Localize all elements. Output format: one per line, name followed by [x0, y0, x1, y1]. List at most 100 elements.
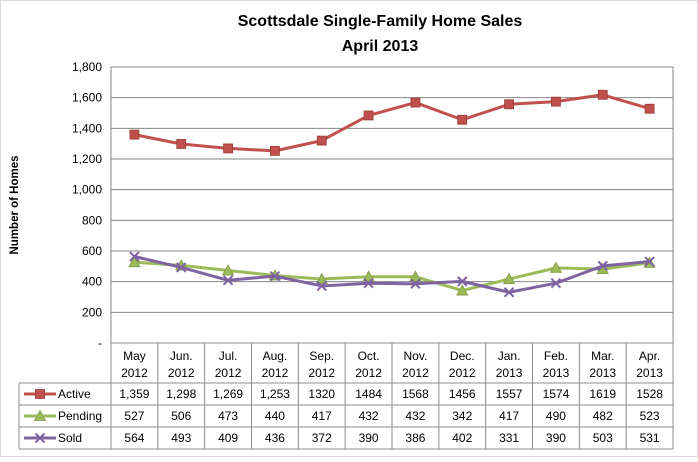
x-tick-label-year: 2012 [402, 366, 429, 380]
pending-table-value: 417 [312, 409, 332, 423]
sold-data-point-stroke [176, 262, 187, 273]
sold-table-value: 390 [546, 431, 566, 445]
sold-series-line [134, 255, 650, 294]
pending-legend-marker [33, 409, 47, 421]
pending-table-value: 490 [546, 409, 566, 423]
active-table-value: 1557 [496, 387, 523, 401]
sold-table-value: 564 [124, 431, 144, 445]
sold-data-point-stroke [597, 260, 608, 272]
y-tick-label: 200 [82, 305, 102, 319]
sold-series-name: Sold [58, 431, 82, 445]
sold-legend-marker [34, 432, 46, 444]
x-tick-label-month: Mar. [591, 349, 614, 363]
x-tick-label-month: Nov. [404, 349, 428, 363]
sold-data-point [316, 280, 327, 292]
x-tick-label-month: Apr. [639, 349, 660, 363]
pending-table-value: 506 [171, 409, 191, 423]
y-axis: - 200 400 600 800 1,000 1,200 1,400 1,600 1,800 [72, 60, 674, 350]
x-tick-label-month: May [123, 349, 146, 363]
y-tick-label: 400 [82, 275, 102, 289]
active-data-point [644, 103, 655, 114]
sold-data-point [410, 278, 421, 290]
active-table-value: 1320 [308, 387, 335, 401]
active-data-point [363, 110, 374, 121]
y-tick-label: 800 [82, 213, 102, 227]
pending-table-value: 482 [593, 409, 613, 423]
pending-data-point [502, 272, 516, 284]
active-data-point [176, 139, 187, 149]
pending-data-point [315, 272, 328, 284]
sold-data-point [597, 260, 608, 272]
x-tick-label-month: Dec. [450, 349, 475, 363]
active-series-line [134, 93, 651, 153]
sold-table-value: 390 [359, 431, 379, 445]
active-table-value: 1,253 [260, 387, 290, 401]
chart-title: Scottsdale Single-Family Home Sales [238, 13, 523, 30]
y-tick-label: 1,600 [72, 91, 102, 105]
pending-data-point [409, 270, 422, 282]
x-tick-label-year: 2012 [355, 366, 382, 380]
active-table-value: 1456 [449, 387, 476, 401]
sold-data-point [644, 256, 655, 267]
sold-table-value: 409 [218, 431, 238, 445]
sold-data-point-stroke [550, 277, 562, 289]
series-lines [128, 89, 656, 298]
pending-series-line [134, 260, 650, 293]
sold-data-point-stroke [457, 276, 468, 287]
sold-data-point-stroke [129, 251, 140, 262]
active-data-point [457, 114, 468, 125]
sold-table-value: 331 [499, 431, 519, 445]
x-tick-label-year: 2013 [636, 366, 663, 380]
pending-table-value: 417 [499, 409, 519, 423]
pending-data-point [362, 270, 375, 282]
active-table-value: 1,359 [119, 387, 149, 401]
sold-data-point [129, 251, 140, 262]
active-data-point [316, 135, 327, 146]
x-tick-label-year: 2012 [262, 366, 289, 380]
x-tick-label-month: Feb. [544, 349, 568, 363]
x-tick-label-month: Jun. [170, 349, 193, 363]
active-data-point [551, 96, 561, 107]
sold-data-point-stroke [222, 275, 234, 286]
sold-data-point-stroke [644, 256, 655, 267]
sold-table-value: 372 [312, 431, 332, 445]
pending-table-value: 432 [405, 409, 425, 423]
x-tick-label-year: 2012 [215, 366, 242, 380]
pending-table-value: 473 [218, 409, 238, 423]
active-data-point [129, 129, 140, 140]
sold-data-point-stroke [316, 280, 327, 292]
sold-table-value: 386 [405, 431, 425, 445]
pending-table-value: 440 [265, 409, 285, 423]
pending-data-point [456, 284, 469, 296]
x-tick-label-year: 2013 [589, 366, 616, 380]
y-tick-label: 1,800 [72, 60, 102, 74]
active-data-point [270, 145, 280, 156]
y-tick-label: 1,200 [72, 152, 102, 166]
sold-table-value: 531 [640, 431, 660, 445]
y-tick-label: 1,400 [72, 121, 102, 135]
sold-table-value: 493 [171, 431, 191, 445]
active-legend-marker [35, 389, 45, 399]
sold-data-point-stroke [269, 270, 281, 282]
x-tick-label-month: Sep. [309, 349, 334, 363]
chart-subtitle: April 2013 [342, 38, 419, 55]
y-axis-label: Number of Homes [9, 155, 21, 254]
pending-data-point [549, 261, 563, 273]
sold-data-point [363, 277, 374, 289]
active-table-value: 1574 [543, 387, 570, 401]
gridlines [111, 66, 673, 313]
active-data-point [597, 89, 608, 100]
pending-table-value: 342 [452, 409, 472, 423]
x-tick-label-month: Aug. [263, 349, 288, 363]
x-tick-label-month: Jul. [219, 349, 238, 363]
x-tick-label-year: 2012 [449, 366, 476, 380]
active-table-value: 1619 [589, 387, 616, 401]
active-table-value: 1484 [355, 387, 382, 401]
sold-data-point-stroke [503, 287, 515, 298]
sold-data-point [222, 275, 234, 286]
sold-data-point [503, 287, 515, 298]
pending-table-value: 527 [124, 409, 144, 423]
